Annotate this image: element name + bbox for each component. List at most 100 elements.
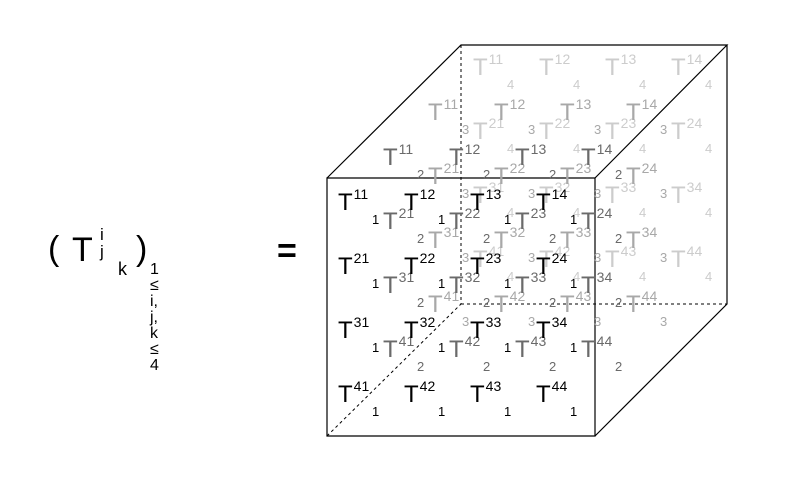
- tensor-entry: T11 4: [473, 52, 514, 91]
- entry-symbol: T: [428, 163, 443, 190]
- entry-upper-indices: 43: [530, 333, 547, 349]
- entry-upper-indices: 22: [554, 115, 571, 131]
- tensor-entry: T43 3: [560, 289, 601, 328]
- entry-symbol: T: [338, 189, 353, 216]
- entry-upper-indices: 41: [443, 288, 460, 304]
- entry-lower-index: 4: [507, 77, 515, 92]
- tensor-entry: T24 3: [626, 161, 667, 200]
- tensor-entry: T32 1: [404, 315, 445, 354]
- entry-symbol: T: [383, 208, 398, 235]
- entry-lower-index: 2: [549, 295, 557, 310]
- entry-upper-indices: 43: [620, 243, 637, 259]
- entry-symbol: T: [536, 317, 551, 344]
- entry-lower-index: 2: [549, 231, 557, 246]
- tensor-entry: T24 2: [581, 206, 622, 245]
- entry-lower-index: 3: [660, 186, 668, 201]
- tensor-entry: T33 1: [470, 315, 511, 354]
- tensor-entry: T21 1: [338, 251, 379, 290]
- entry-lower-index: 1: [570, 276, 578, 291]
- entry-symbol: T: [470, 381, 485, 408]
- tensor-entry: T32 4: [539, 180, 580, 219]
- entry-lower-index: 4: [705, 269, 713, 284]
- entry-upper-indices: 13: [530, 141, 547, 157]
- entry-lower-index: 4: [507, 269, 515, 284]
- entry-lower-index: 4: [639, 141, 647, 156]
- entry-upper-indices: 34: [551, 314, 568, 330]
- tensor-entry: T43 4: [605, 244, 646, 283]
- entry-lower-index: 2: [483, 231, 491, 246]
- entry-lower-index: 2: [417, 231, 425, 246]
- entry-upper-indices: 12: [464, 141, 481, 157]
- entry-upper-indices: 34: [641, 224, 658, 240]
- equation-lower-index: k: [118, 259, 127, 279]
- tensor-entry: T44 1: [536, 379, 577, 418]
- entry-symbol: T: [338, 253, 353, 280]
- entry-symbol: T: [581, 272, 596, 299]
- entry-lower-index: 1: [372, 340, 380, 355]
- tensor-entry: T34 3: [626, 225, 667, 264]
- tensor-entry: T22 3: [494, 161, 535, 200]
- equation-equals: =: [277, 232, 297, 270]
- tensor-entry: T41 2: [383, 334, 424, 373]
- entry-symbol: T: [536, 381, 551, 408]
- entry-symbol: T: [383, 336, 398, 363]
- entry-upper-indices: 11: [398, 141, 414, 157]
- entry-upper-indices: 11: [488, 51, 504, 67]
- entry-upper-indices: 11: [353, 186, 369, 202]
- tensor-entry: T13 3: [560, 97, 601, 136]
- entry-symbol: T: [605, 182, 620, 209]
- entry-upper-indices: 33: [620, 179, 637, 195]
- entry-symbol: T: [470, 189, 485, 216]
- entry-lower-index: 1: [504, 340, 512, 355]
- entry-symbol: T: [671, 182, 686, 209]
- entry-upper-indices: 31: [398, 269, 415, 285]
- entry-lower-index: 4: [573, 141, 581, 156]
- entry-lower-index: 1: [504, 212, 512, 227]
- tensor-entry: T42 4: [539, 244, 580, 283]
- entry-upper-indices: 31: [488, 179, 505, 195]
- entry-upper-indices: 12: [509, 96, 526, 112]
- entry-lower-index: 2: [483, 359, 491, 374]
- equation-close-paren: ): [136, 230, 148, 268]
- entry-lower-index: 2: [417, 359, 425, 374]
- tensor-entry: T23 1: [470, 251, 511, 290]
- entry-upper-indices: 32: [554, 179, 571, 195]
- tensor-entry: T24 4: [671, 116, 712, 155]
- tensor-entry: T11 3: [428, 97, 469, 136]
- entry-upper-indices: 33: [485, 314, 502, 330]
- entry-symbol: T: [581, 336, 596, 363]
- entry-symbol: T: [494, 291, 509, 318]
- tensor-entry: T44 4: [671, 244, 712, 283]
- entry-lower-index: 2: [417, 295, 425, 310]
- entry-lower-index: 2: [615, 359, 623, 374]
- equation-tensor-symbol: T: [72, 231, 93, 269]
- entry-symbol: T: [494, 227, 509, 254]
- entry-symbol: T: [449, 272, 464, 299]
- entry-symbol: T: [605, 118, 620, 145]
- tensor-entry: T22 2: [449, 206, 490, 245]
- entry-lower-index: 4: [573, 77, 581, 92]
- entry-upper-indices: 43: [485, 378, 502, 394]
- tensor-entry: T23 3: [560, 161, 601, 200]
- entry-upper-indices: 21: [398, 205, 415, 221]
- entry-symbol: T: [671, 54, 686, 81]
- entry-upper-indices: 24: [596, 205, 613, 221]
- tensor-entry: T11 2: [383, 142, 424, 181]
- entry-lower-index: 3: [462, 186, 470, 201]
- entry-symbol: T: [449, 208, 464, 235]
- entry-symbol: T: [449, 336, 464, 363]
- entry-lower-index: 1: [438, 276, 446, 291]
- entry-lower-index: 4: [507, 141, 515, 156]
- entry-lower-index: 1: [570, 340, 578, 355]
- entry-upper-indices: 34: [686, 179, 703, 195]
- entry-upper-indices: 41: [488, 243, 505, 259]
- equation-open-paren: (: [48, 230, 60, 268]
- entry-symbol: T: [536, 253, 551, 280]
- entry-lower-index: 2: [483, 167, 491, 182]
- entry-lower-index: 3: [528, 122, 536, 137]
- entry-symbol: T: [626, 99, 641, 126]
- entry-upper-indices: 21: [443, 160, 460, 176]
- entry-symbol: T: [338, 381, 353, 408]
- tensor-entry: T23 2: [515, 206, 556, 245]
- entry-upper-indices: 11: [443, 96, 459, 112]
